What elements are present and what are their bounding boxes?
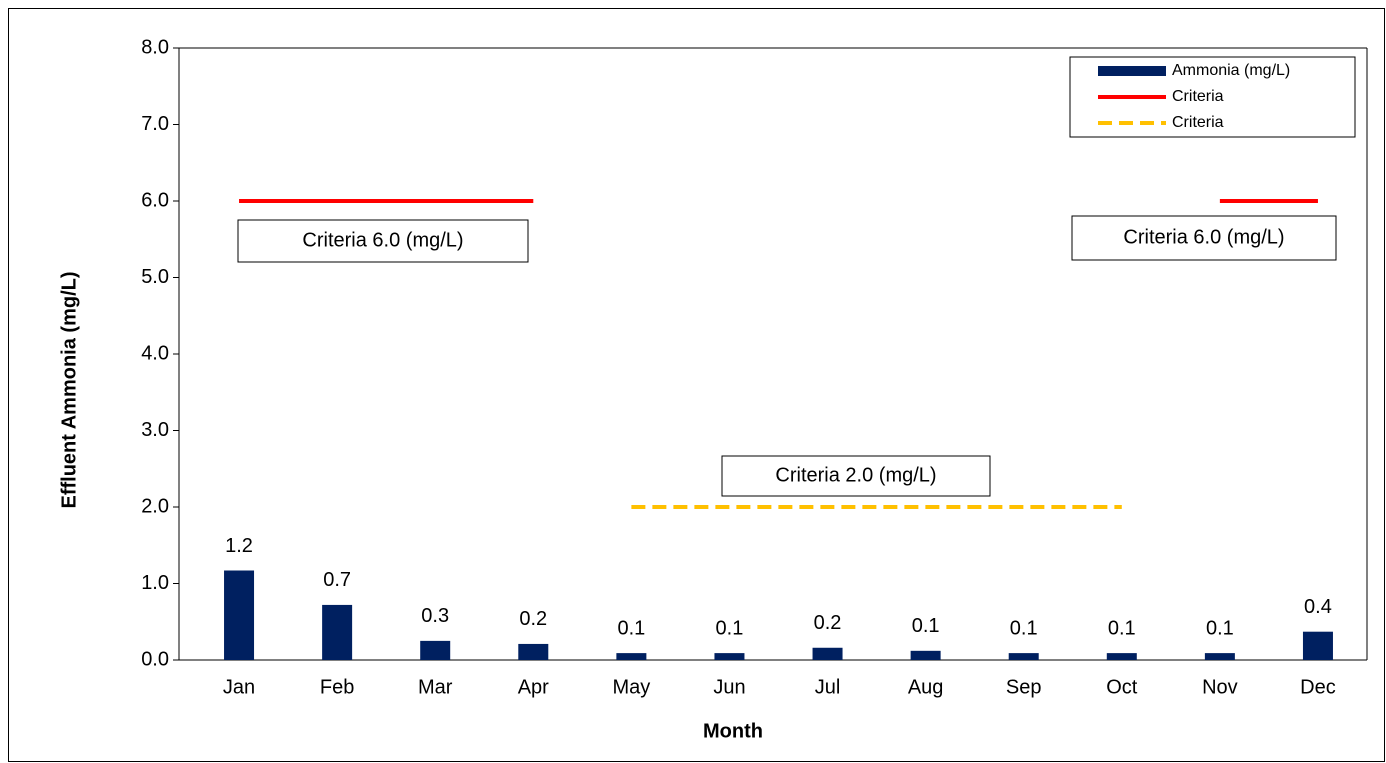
x-tick-label: Mar [418, 676, 453, 698]
data-label: 0.1 [617, 617, 645, 639]
annotation: Criteria 6.0 (mg/L) [302, 229, 463, 251]
annotation-box [1071, 215, 1337, 261]
x-tick-label: Feb [320, 676, 354, 698]
y-tick-label: 7.0 [141, 113, 169, 135]
x-tick-label: Jul [815, 676, 841, 698]
data-label: 0.1 [1206, 617, 1234, 639]
y-tick-label: 2.0 [141, 495, 169, 517]
y-tick-label: 3.0 [141, 419, 169, 441]
annotation: Criteria 2.0 (mg/L) [775, 464, 936, 486]
y-tick-label: 1.0 [141, 572, 169, 594]
bar [1204, 653, 1235, 660]
bar [322, 604, 353, 660]
annotation-box [721, 455, 991, 497]
bar [420, 640, 451, 660]
bar [1008, 653, 1039, 660]
bar [518, 643, 549, 660]
x-tick-label: Aug [908, 676, 944, 698]
data-label: 0.2 [519, 608, 547, 630]
bar [616, 653, 647, 660]
x-tick-label: Nov [1202, 676, 1238, 698]
bar [1302, 631, 1333, 660]
data-label: 0.1 [912, 615, 940, 637]
legend-label: Ammonia (mg/L) [1172, 62, 1290, 79]
bar [910, 650, 941, 660]
data-label: 0.2 [814, 612, 842, 634]
x-tick-label: Jan [223, 676, 255, 698]
x-tick-label: Apr [518, 676, 549, 698]
x-tick-label: May [612, 676, 650, 698]
y-tick-label: 6.0 [141, 189, 169, 211]
data-label: 0.1 [1010, 617, 1038, 639]
bar [714, 653, 745, 660]
x-tick-label: Dec [1300, 676, 1336, 698]
bar [224, 570, 255, 660]
x-axis-label: Month [703, 720, 763, 742]
data-label: 0.7 [323, 569, 351, 591]
data-label: 0.1 [716, 617, 744, 639]
annotation: Criteria 6.0 (mg/L) [1123, 226, 1284, 248]
data-label: 0.3 [421, 605, 449, 627]
x-tick-label: Jun [713, 676, 745, 698]
data-label: 0.1 [1108, 617, 1136, 639]
bar [1106, 653, 1137, 660]
x-tick-label: Oct [1106, 676, 1138, 698]
x-tick-label: Sep [1006, 676, 1042, 698]
annotation-box [237, 219, 529, 263]
legend-swatch [1098, 66, 1166, 76]
y-tick-label: 8.0 [141, 36, 169, 58]
y-tick-label: 5.0 [141, 266, 169, 288]
data-label: 1.2 [225, 535, 253, 557]
y-tick-label: 4.0 [141, 342, 169, 364]
bar [812, 647, 843, 660]
legend-label: Criteria [1172, 88, 1224, 105]
data-label: 0.4 [1304, 596, 1332, 618]
y-tick-label: 0.0 [141, 648, 169, 670]
legend-label: Criteria [1172, 114, 1224, 131]
y-axis-label: Effluent Ammonia (mg/L) [58, 271, 80, 508]
